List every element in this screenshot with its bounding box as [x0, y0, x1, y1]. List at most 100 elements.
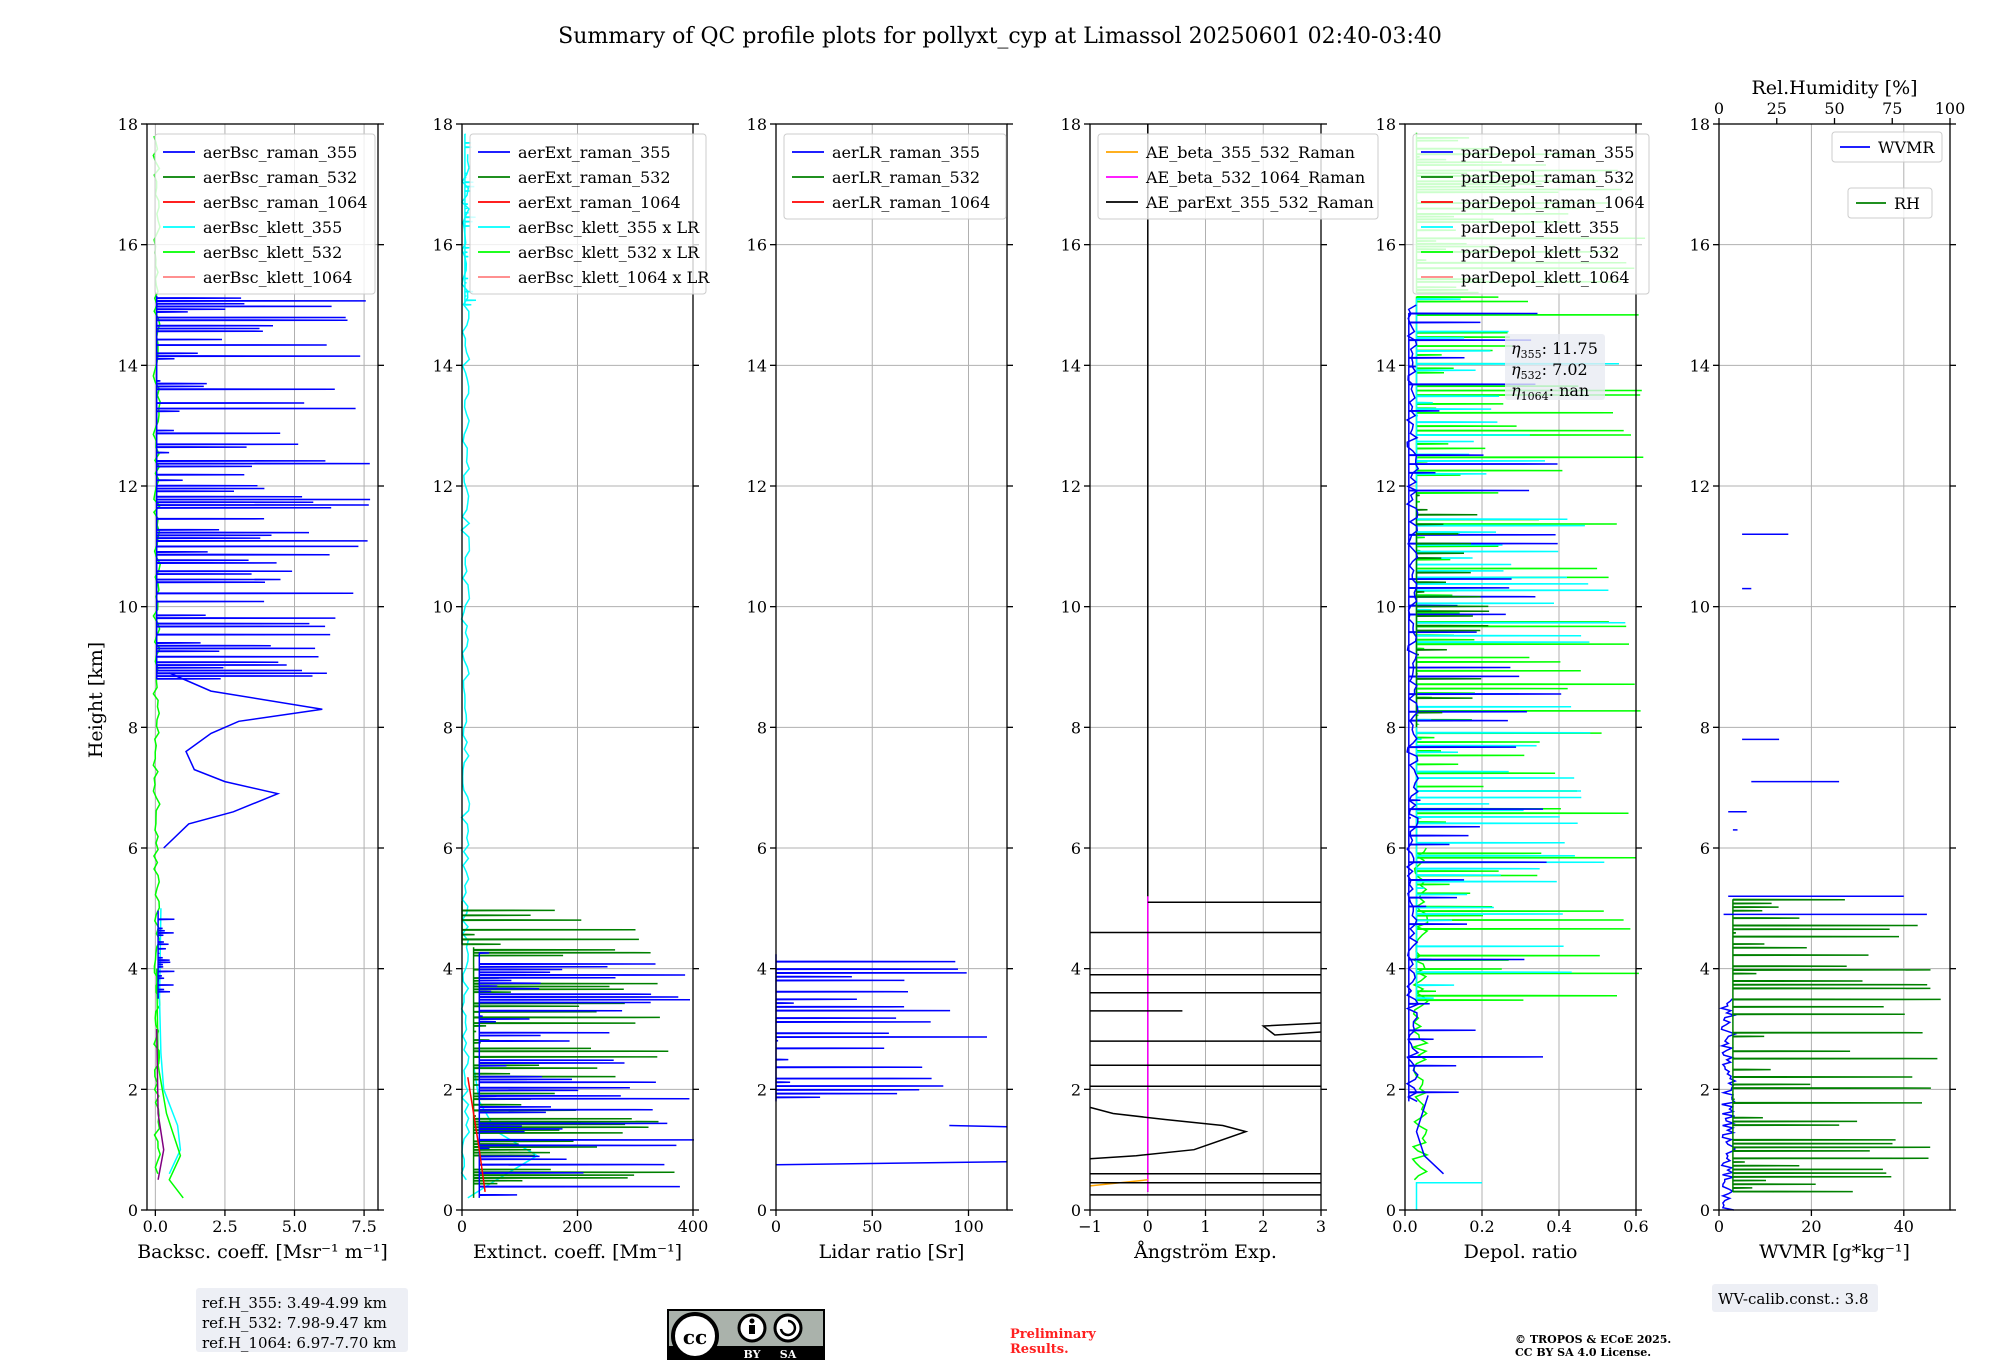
x-tick-label: 50	[862, 1217, 882, 1236]
x2-tick-label: 50	[1824, 99, 1844, 118]
wv-calib-const: WV-calib.const.: 3.8	[1718, 1290, 1869, 1308]
eta-355: η355: 11.75	[1511, 339, 1598, 361]
x-axis-label: WVMR [g*kg⁻¹]	[1759, 1241, 1910, 1263]
x-tick-label: 2.5	[212, 1217, 237, 1236]
y-tick-label: 8	[443, 718, 453, 737]
legend-label: aerExt_raman_532	[518, 168, 671, 187]
svg-text:cc: cc	[683, 1325, 707, 1349]
y-tick-label: 14	[118, 356, 138, 375]
series-line	[775, 954, 988, 1102]
x-tick-label: 5.0	[282, 1217, 307, 1236]
y-tick-label: 12	[1376, 477, 1396, 496]
y-tick-label: 6	[1700, 839, 1710, 858]
legend: aerBsc_raman_355 aerBsc_raman_532 aerBsc_r…	[154, 133, 376, 295]
y-tick-label: 16	[118, 236, 138, 255]
legend-frame	[1412, 133, 1650, 295]
ref-height-355: ref.H_355: 3.49-4.99 km	[202, 1294, 387, 1312]
y-tick-label: 8	[128, 718, 138, 737]
legend-label: parDepol_raman_1064	[1461, 193, 1645, 212]
y-tick-label: 10	[1061, 598, 1081, 617]
series-line	[949, 1124, 1008, 1128]
ref-height-532: ref.H_532: 7.98-9.47 km	[202, 1314, 387, 1332]
data-traces	[460, 133, 695, 1199]
y-tick-label: 2	[757, 1080, 767, 1099]
y-tick-label: 2	[1071, 1080, 1081, 1099]
y-tick-label: 8	[1071, 718, 1081, 737]
x2-tick-label: 0	[1714, 99, 1724, 118]
series-line	[1089, 1106, 1249, 1160]
x-tick-label: 100	[953, 1217, 984, 1236]
series-line	[1261, 1022, 1322, 1036]
y-tick-label: 4	[443, 960, 453, 979]
x-axis-label: Backsc. coeff. [Msr⁻¹ m⁻¹]	[137, 1241, 388, 1263]
series-line	[467, 1077, 486, 1193]
legend-label: aerBsc_raman_532	[203, 168, 357, 187]
y-tick-label: 0	[1071, 1201, 1081, 1220]
y-tick-label: 16	[433, 236, 453, 255]
x2-tick-label: 25	[1767, 99, 1787, 118]
x-tick-label: 1	[1200, 1217, 1210, 1236]
legend-label: aerLR_raman_532	[832, 168, 980, 187]
y-tick-label: 16	[1061, 236, 1081, 255]
y-tick-label: 12	[118, 477, 138, 496]
y-tick-label: 0	[1386, 1201, 1396, 1220]
y-tick-label: 0	[443, 1201, 453, 1220]
legend-label: aerBsc_klett_355	[203, 218, 342, 237]
legend-label: RH	[1894, 194, 1920, 213]
legend-label: aerBsc_raman_1064	[203, 193, 368, 212]
y-tick-label: 12	[433, 477, 453, 496]
cc-license-badge: cc BY SA	[667, 1309, 825, 1360]
y-tick-label: 0	[128, 1201, 138, 1220]
y-tick-label: 18	[118, 115, 138, 134]
y-tick-label: 10	[1376, 598, 1396, 617]
y-tick-label: 4	[757, 960, 767, 979]
legend-label: AE_beta_532_1064_Raman	[1145, 168, 1365, 187]
legend-frame	[1831, 131, 1943, 163]
series-line	[1718, 998, 1738, 1211]
data-traces	[1089, 124, 1322, 1196]
series-line	[155, 1028, 165, 1180]
x-tick-label: −1	[1078, 1217, 1102, 1236]
series-line	[163, 672, 323, 849]
eta-1064: η1064: nan	[1511, 381, 1589, 403]
x-tick-label: 0	[1143, 1217, 1153, 1236]
panel-frame	[146, 123, 379, 1211]
series-line	[1410, 847, 1430, 1181]
x2-tick-label: 75	[1882, 99, 1902, 118]
legend-label: aerBsc_raman_355	[203, 143, 357, 162]
y-tick-label: 18	[747, 115, 767, 134]
legend-label: aerBsc_klett_1064 x LR	[518, 268, 710, 287]
legend: AE_beta_355_532_Raman AE_beta_532_1064_Ra…	[1097, 133, 1379, 220]
y-tick-label: 2	[443, 1080, 453, 1099]
x-tick-label: 400	[678, 1217, 709, 1236]
legend-label: aerExt_raman_1064	[518, 193, 681, 212]
x-tick-label: 0.0	[1392, 1217, 1417, 1236]
y-tick-label: 18	[1061, 115, 1081, 134]
legend-frame	[1097, 133, 1379, 220]
series-line	[155, 968, 184, 1199]
legend-frame	[469, 133, 707, 295]
x-axis-label: Lidar ratio [Sr]	[819, 1241, 965, 1263]
legend-frame	[783, 133, 1007, 220]
y-tick-label: 14	[1061, 356, 1081, 375]
series-line	[460, 154, 471, 1181]
y-tick-label: 14	[1690, 356, 1710, 375]
x-tick-label: 200	[562, 1217, 593, 1236]
series-line	[472, 947, 675, 1198]
copyright-line1: © TROPOS & ECoE 2025.	[1515, 1333, 1671, 1346]
y-tick-label: 8	[1386, 718, 1396, 737]
series-line	[1415, 1182, 1482, 1210]
legend-label: parDepol_raman_355	[1461, 143, 1634, 162]
legend-label: aerBsc_klett_1064	[203, 268, 352, 287]
y-tick-label: 6	[1386, 839, 1396, 858]
panel-frame	[775, 123, 1008, 1211]
x-tick-label: 2	[1258, 1217, 1268, 1236]
svg-text:SA: SA	[780, 1348, 797, 1360]
x-tick-label: 0	[457, 1217, 467, 1236]
x-axis-label: Extinct. coeff. [Mm⁻¹]	[473, 1241, 682, 1263]
legend-label: AE_beta_355_532_Raman	[1145, 143, 1355, 162]
series-line	[775, 1160, 1008, 1166]
x-tick-label: 3	[1316, 1217, 1326, 1236]
